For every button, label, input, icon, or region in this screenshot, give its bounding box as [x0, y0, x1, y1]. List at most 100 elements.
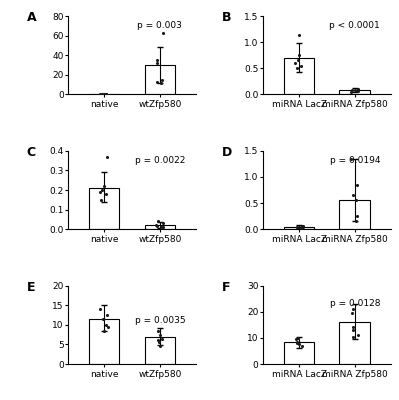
Point: [350, 327, 356, 333]
Point: [155, 337, 162, 344]
Point: [292, 336, 299, 342]
Text: p < 0.0001: p < 0.0001: [330, 21, 380, 30]
Point: [98, 196, 105, 203]
Y-axis label: fold $\it{Igf1}$ mRNA
compared to internal control: fold $\it{Igf1}$ mRNA compared to intern…: [0, 399, 1, 400]
Point: [101, 328, 107, 334]
Point: [103, 91, 109, 98]
Y-axis label: fold $\it{Zfp580}$ mRNA
compared to internal control: fold $\it{Zfp580}$ mRNA compared to inte…: [0, 399, 1, 400]
Point: [158, 224, 164, 230]
Text: F: F: [222, 281, 230, 294]
Point: [293, 338, 300, 345]
Point: [354, 213, 360, 219]
Text: B: B: [222, 11, 231, 24]
Point: [159, 76, 165, 83]
Point: [160, 220, 167, 226]
Point: [105, 324, 111, 330]
Point: [350, 306, 356, 312]
Point: [103, 322, 109, 328]
Point: [355, 332, 361, 338]
Text: p = 0.0022: p = 0.0022: [134, 156, 185, 165]
Point: [154, 57, 160, 63]
Point: [155, 218, 161, 224]
Point: [353, 197, 359, 204]
Point: [298, 223, 305, 229]
Bar: [340, 200, 370, 229]
Y-axis label: fold $\it{Igfbp3}$ mRNA
compared to internal control: fold $\it{Igfbp3}$ mRNA compared to inte…: [0, 399, 1, 400]
Point: [295, 223, 302, 230]
Point: [349, 86, 355, 93]
Point: [158, 80, 164, 86]
Point: [350, 324, 356, 331]
Point: [355, 86, 361, 92]
Bar: [340, 90, 370, 94]
Point: [97, 306, 103, 312]
Point: [159, 335, 166, 342]
Bar: [144, 337, 175, 364]
Bar: [340, 322, 370, 364]
Point: [298, 62, 304, 69]
Text: p = 0.0035: p = 0.0035: [134, 316, 185, 325]
Point: [97, 189, 103, 195]
Point: [102, 91, 108, 98]
Point: [99, 316, 106, 322]
Y-axis label: fold $\it{Igfbp3}$ mRNA
compared to internal control: fold $\it{Igfbp3}$ mRNA compared to inte…: [0, 399, 1, 400]
Point: [99, 91, 105, 98]
Bar: [144, 225, 175, 229]
Point: [294, 223, 300, 230]
Point: [157, 332, 163, 338]
Bar: [89, 319, 119, 364]
Point: [354, 182, 360, 188]
Text: C: C: [27, 146, 36, 159]
Point: [153, 222, 159, 228]
Text: p = 0.003: p = 0.003: [137, 21, 182, 30]
Point: [154, 60, 160, 66]
Point: [101, 183, 107, 189]
Bar: [89, 188, 119, 229]
Point: [154, 328, 161, 334]
Text: D: D: [222, 146, 232, 159]
Point: [104, 312, 110, 318]
Point: [160, 30, 166, 36]
Point: [349, 310, 355, 316]
Point: [352, 87, 358, 93]
Point: [300, 222, 306, 229]
Point: [348, 156, 354, 162]
Y-axis label: fold $\it{Zfp580}$ mRNA
compared to internal control: fold $\it{Zfp580}$ mRNA compared to inte…: [0, 399, 1, 400]
Point: [300, 224, 306, 230]
Bar: [284, 226, 314, 229]
Point: [103, 191, 109, 197]
Point: [293, 65, 300, 72]
Text: A: A: [27, 11, 36, 24]
Bar: [284, 342, 314, 364]
Point: [154, 223, 160, 230]
Point: [104, 154, 111, 160]
Bar: [144, 65, 175, 94]
Point: [295, 335, 301, 341]
Point: [157, 343, 163, 350]
Point: [101, 91, 107, 98]
Point: [348, 88, 354, 95]
Text: E: E: [27, 281, 35, 294]
Point: [352, 218, 359, 224]
Point: [296, 32, 302, 38]
Point: [154, 78, 161, 85]
Bar: [284, 58, 314, 94]
Point: [354, 88, 361, 94]
Point: [294, 340, 300, 346]
Point: [350, 333, 356, 340]
Point: [296, 341, 302, 348]
Point: [99, 187, 105, 193]
Point: [97, 91, 103, 97]
Text: p = 0.0194: p = 0.0194: [330, 156, 380, 165]
Point: [156, 339, 162, 346]
Point: [160, 224, 166, 230]
Point: [295, 57, 302, 64]
Point: [298, 224, 304, 231]
Point: [292, 60, 298, 66]
Point: [354, 88, 360, 94]
Text: p = 0.0128: p = 0.0128: [330, 298, 380, 308]
Point: [298, 342, 305, 349]
Y-axis label: fold $\it{Igf1}$ mRNA
compared to internal control: fold $\it{Igf1}$ mRNA compared to intern…: [0, 399, 1, 400]
Point: [350, 192, 356, 198]
Point: [103, 91, 109, 97]
